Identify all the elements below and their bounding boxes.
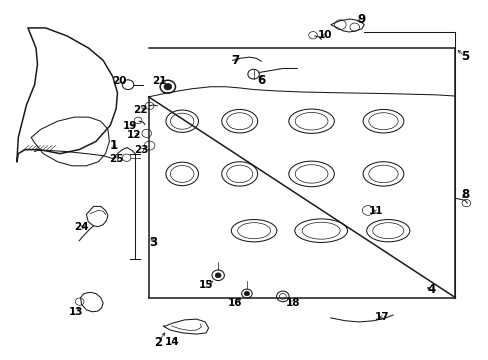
Polygon shape (330, 19, 364, 32)
Text: 22: 22 (133, 105, 147, 115)
Polygon shape (81, 292, 103, 312)
Text: 9: 9 (357, 13, 366, 26)
Text: 1: 1 (110, 139, 118, 152)
Text: 25: 25 (109, 153, 123, 163)
Circle shape (163, 84, 171, 90)
Text: 10: 10 (317, 30, 331, 40)
Text: 5: 5 (460, 50, 468, 63)
Text: 6: 6 (257, 74, 265, 87)
Text: 21: 21 (152, 76, 166, 86)
Text: 16: 16 (227, 298, 242, 308)
Polygon shape (163, 319, 208, 334)
Text: 19: 19 (123, 121, 137, 131)
Text: 3: 3 (149, 237, 157, 249)
Text: 7: 7 (230, 54, 239, 67)
Text: 2: 2 (154, 336, 162, 349)
Text: 13: 13 (68, 307, 83, 317)
Text: 18: 18 (285, 298, 300, 308)
Text: 15: 15 (199, 280, 213, 291)
Text: 20: 20 (111, 76, 126, 86)
Circle shape (244, 291, 249, 296)
Text: 24: 24 (74, 222, 89, 233)
Text: 14: 14 (165, 337, 180, 347)
Text: 23: 23 (134, 145, 148, 156)
Text: 4: 4 (427, 283, 435, 296)
Circle shape (215, 273, 221, 278)
Text: 11: 11 (368, 206, 383, 216)
Text: 17: 17 (374, 312, 389, 321)
Text: 12: 12 (127, 130, 141, 140)
Polygon shape (86, 206, 108, 227)
Text: 8: 8 (460, 188, 468, 201)
